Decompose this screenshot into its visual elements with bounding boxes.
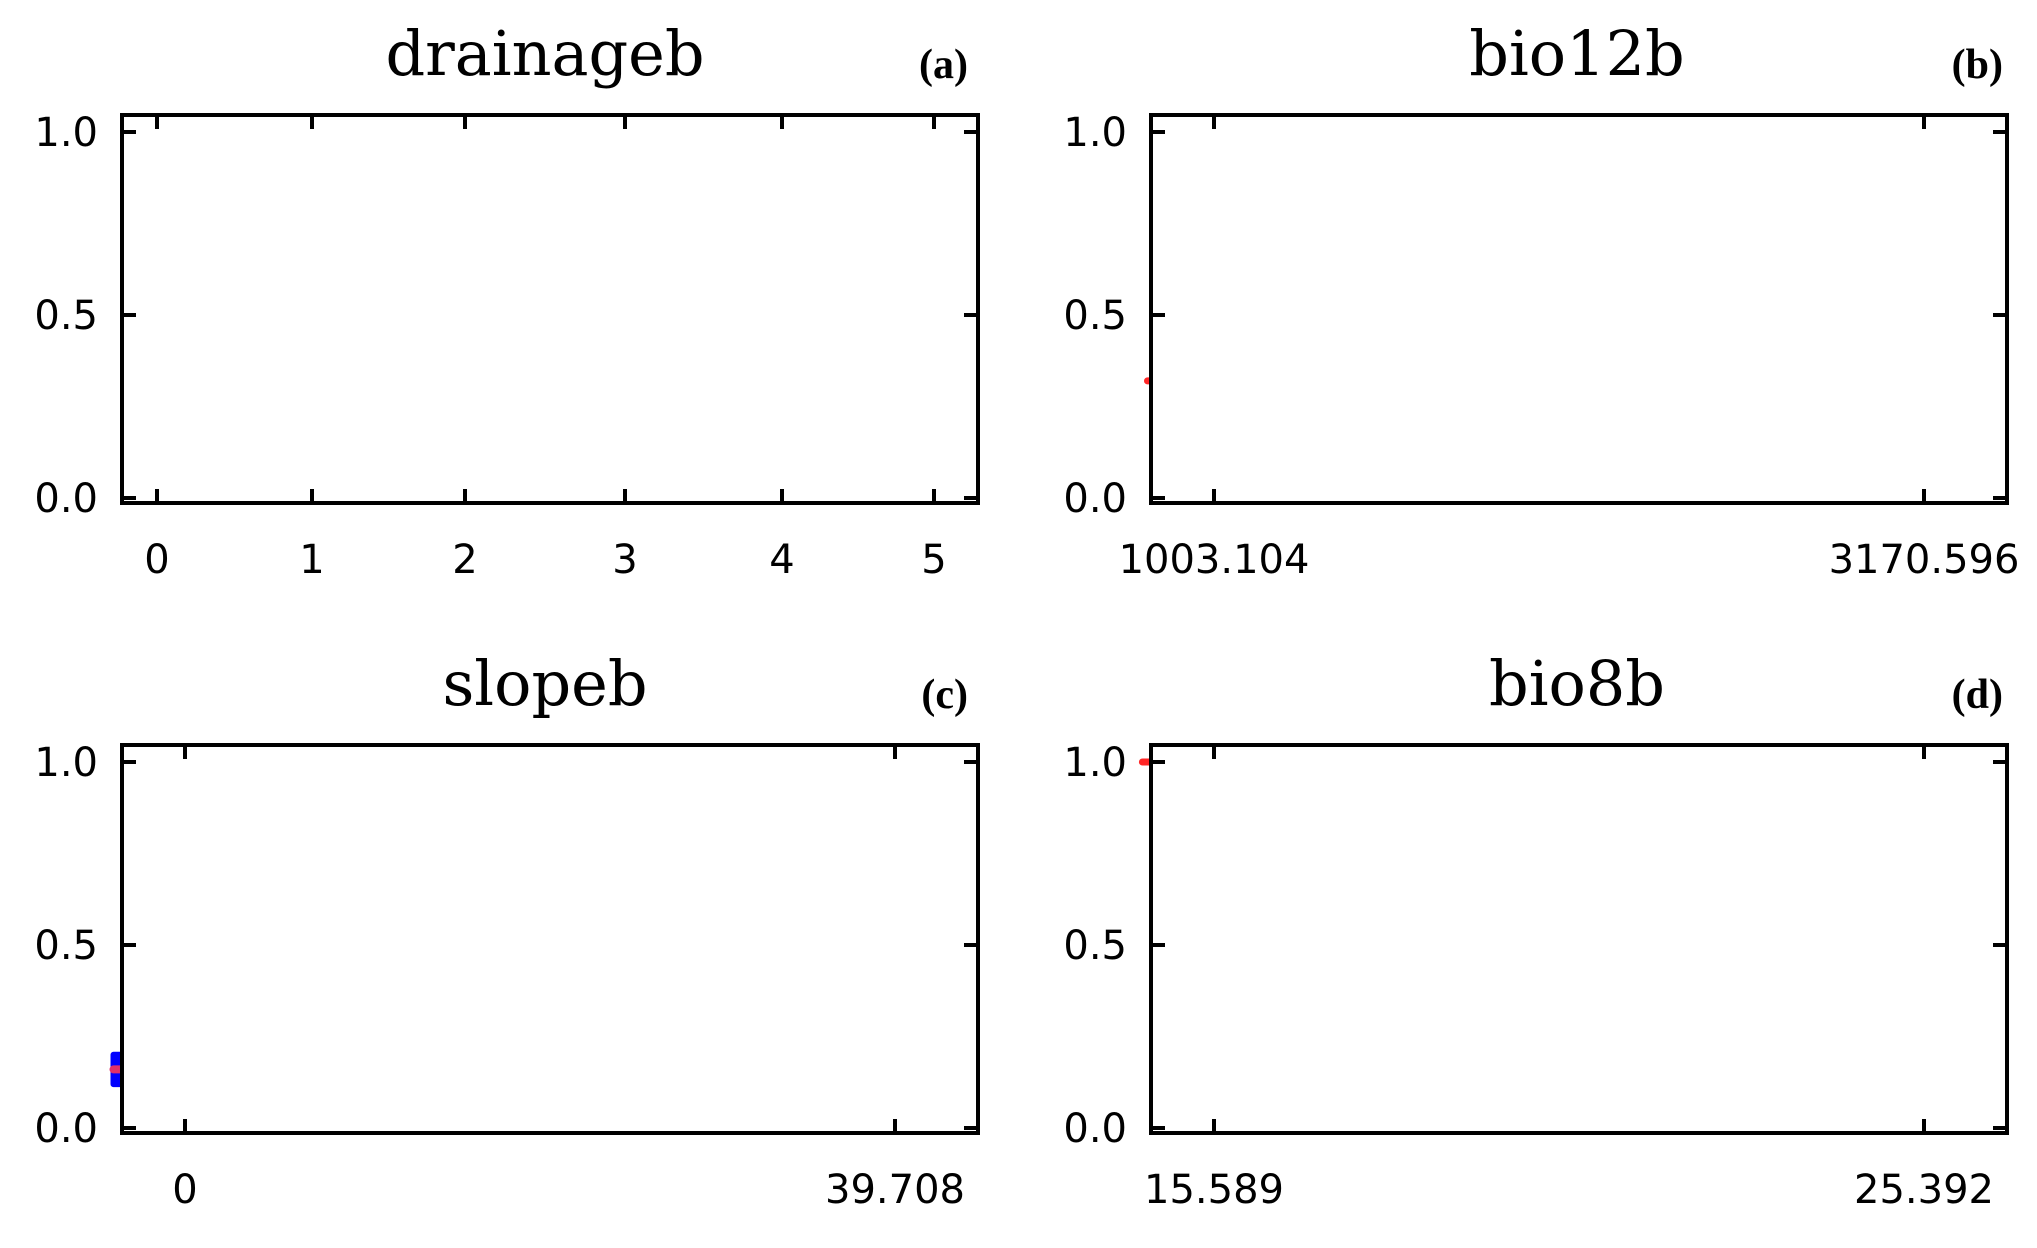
chart-title: slopeb <box>442 647 647 720</box>
x-tick-label: 3170.596 <box>1829 537 2020 583</box>
y-tick-label: 0.5 <box>34 293 98 339</box>
x-tick-label: 3 <box>612 537 637 583</box>
y-tick-label: 0.5 <box>34 923 98 969</box>
chart-title: bio8b <box>1489 647 1665 720</box>
x-tick-label: 4 <box>769 537 794 583</box>
y-tick-label: 0.0 <box>34 1106 98 1152</box>
x-tick-label: 0 <box>172 1167 197 1213</box>
y-tick-label: 0.0 <box>34 476 98 522</box>
x-tick-label: 1 <box>299 537 324 583</box>
x-tick-label: 25.392 <box>1854 1167 1994 1213</box>
y-tick-label: 1.0 <box>34 110 98 156</box>
chart-title: drainageb <box>385 17 704 90</box>
y-tick-label: 0.5 <box>1063 923 1127 969</box>
panel-label: (d) <box>1952 672 2003 718</box>
panel-drainageb: drainageb (a) 0.0 0.5 1.0 0 1 2 3 4 5 <box>34 17 978 583</box>
panel-bio12b: bio12b (b) 0.0 0.5 1.0 1003.104 3170.596 <box>1063 17 2019 583</box>
panel-bio8b: bio8b (d) 0.0 0.5 1.0 15.589 25.392 <box>1063 647 2007 1213</box>
x-tick-label: 0 <box>144 537 169 583</box>
panel-label: (b) <box>1952 42 2003 88</box>
y-tick-label: 0.0 <box>1063 476 1127 522</box>
x-tick-label: 1003.104 <box>1119 537 1310 583</box>
x-tick-label: 15.589 <box>1144 1167 1284 1213</box>
y-tick-label: 1.0 <box>1063 110 1127 156</box>
plot-frame <box>1151 745 2007 1133</box>
panel-label: (a) <box>919 42 968 88</box>
plot-frame <box>1151 115 2007 503</box>
panel-label: (c) <box>921 672 968 718</box>
x-tick-label: 39.708 <box>825 1167 965 1213</box>
x-tick-label: 2 <box>452 537 477 583</box>
panel-slopeb: slopeb (c) 0.0 0.5 1.0 0 39.708 <box>34 647 978 1213</box>
plot-frame <box>122 745 978 1133</box>
chart-title: bio12b <box>1469 17 1684 90</box>
y-tick-label: 0.0 <box>1063 1106 1127 1152</box>
y-tick-label: 1.0 <box>1063 740 1127 786</box>
figure: drainageb (a) 0.0 0.5 1.0 0 1 2 3 4 5 bio12b (b)… <box>0 0 2037 1248</box>
x-tick-label: 5 <box>921 537 946 583</box>
y-tick-label: 1.0 <box>34 740 98 786</box>
y-tick-label: 0.5 <box>1063 293 1127 339</box>
plot-frame <box>122 115 978 503</box>
